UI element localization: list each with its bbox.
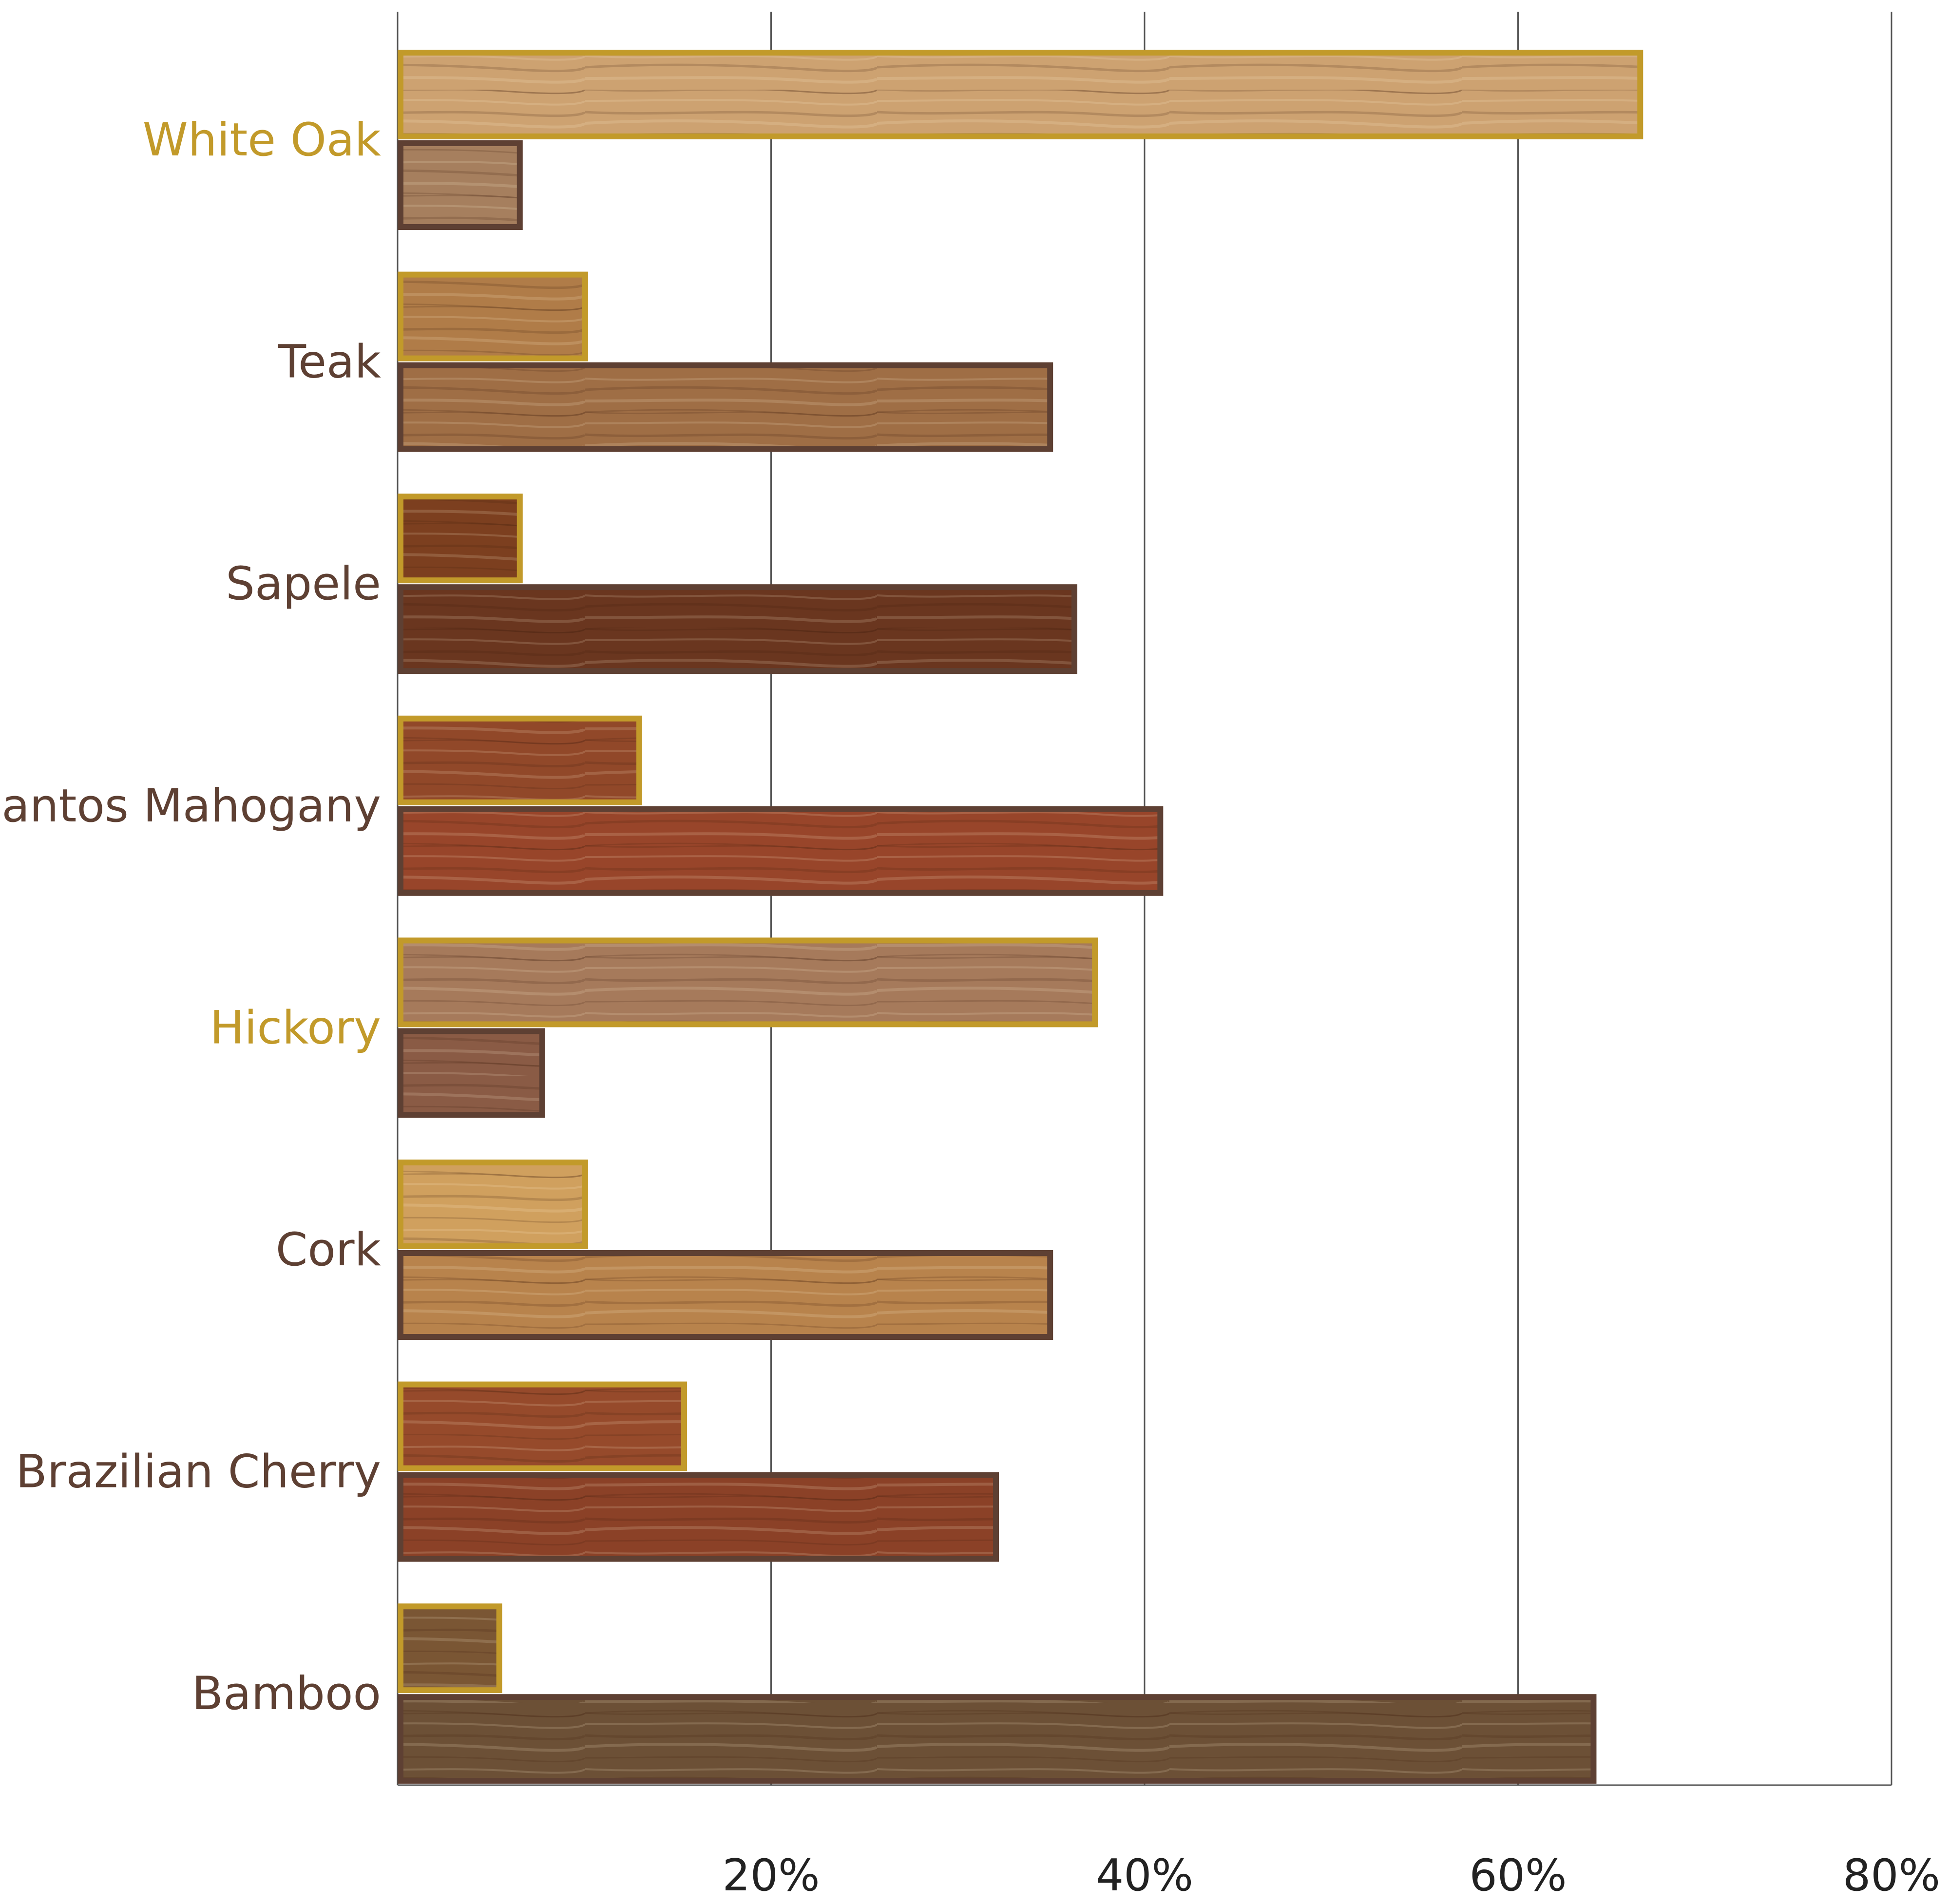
- bar-brazilian-cherry-series-1: [398, 1381, 688, 1471]
- bar-white-oak-series-1: [398, 50, 1643, 139]
- category-label-bamboo: Bamboo: [192, 1667, 381, 1720]
- bar-bamboo-series-1: [398, 1603, 502, 1694]
- bar-hickory-series-2: [398, 1028, 545, 1118]
- category-label-hickory: Hickory: [210, 1001, 381, 1054]
- bar-cork-series-1: [398, 1160, 588, 1249]
- label-layer: White Oak Teak Sapele Santos Mahogany Hickor…: [0, 114, 382, 1720]
- bar-white-oak-series-2: [398, 140, 523, 230]
- x-tick-label: 60%: [1469, 1850, 1567, 1901]
- bar-santos-mahogany-series-1: [398, 715, 643, 805]
- bar-hickory-series-1: [398, 937, 1098, 1028]
- bar-sapele-series-2: [398, 584, 1078, 674]
- bar-cork-series-2: [398, 1250, 1053, 1340]
- bar-sapele-series-1: [398, 494, 523, 584]
- bar-santos-mahogany-series-2: [398, 806, 1164, 896]
- x-tick-label: 80%: [1843, 1850, 1940, 1901]
- bar-brazilian-cherry-series-2: [398, 1472, 999, 1562]
- category-label-brazilian-cherry: Brazilian Cherry: [16, 1446, 381, 1499]
- axis-layer: 20% 40% 60% 80%: [722, 1850, 1940, 1901]
- category-label-white-oak: White Oak: [143, 114, 382, 167]
- bar-bamboo-series-2: [398, 1694, 1597, 1784]
- bar-layer: [398, 50, 1643, 1784]
- category-label-teak: Teak: [278, 336, 382, 389]
- x-tick-label: 40%: [1096, 1850, 1193, 1901]
- bar-teak-series-1: [398, 271, 588, 362]
- x-tick-label: 20%: [722, 1850, 820, 1901]
- category-label-santos-mahogany: Santos Mahogany: [0, 780, 381, 833]
- bar-teak-series-2: [398, 362, 1053, 452]
- category-label-cork: Cork: [276, 1223, 382, 1276]
- category-label-sapele: Sapele: [226, 557, 381, 610]
